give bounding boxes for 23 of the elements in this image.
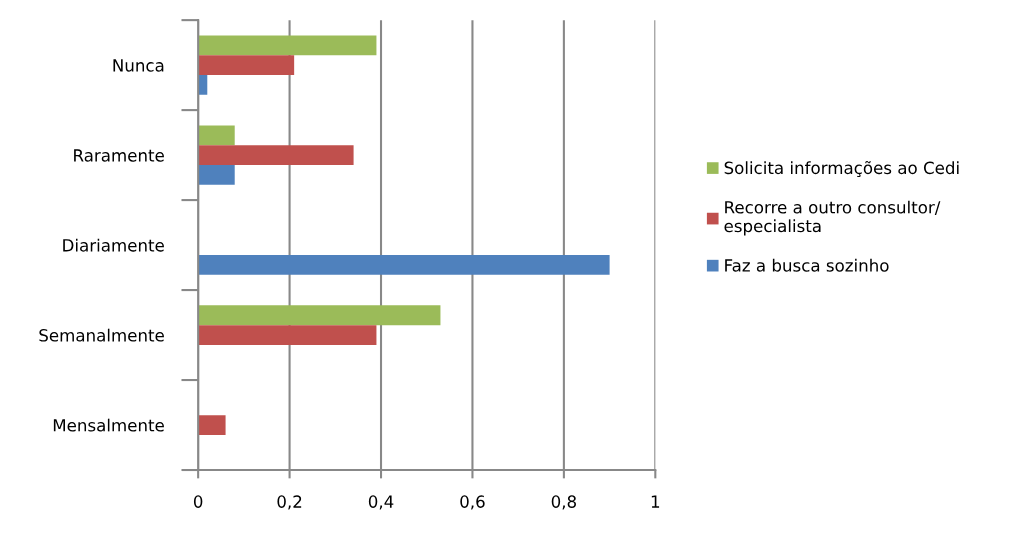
bar — [198, 125, 235, 146]
legend-label: Solicita informações ao Cedi — [724, 160, 959, 178]
bar — [198, 305, 441, 326]
x-tick-label: 0,8 — [551, 495, 576, 510]
bar — [198, 254, 610, 275]
bar — [198, 415, 226, 435]
bar — [198, 325, 377, 345]
x-tick-label: 0,2 — [277, 495, 302, 510]
bar — [198, 35, 377, 56]
y-tick-label: Semanalmente — [39, 328, 164, 342]
x-tick-label: 0,4 — [368, 495, 394, 510]
legend-label: Recorre a outro consultor/ especialista — [724, 200, 941, 236]
bar — [198, 164, 235, 185]
y-tick-label: Raramente — [74, 149, 164, 162]
y-tick-label: Diariamente — [63, 238, 164, 252]
x-tick-label: 0,6 — [460, 495, 485, 510]
legend-label: Faz a busca sozinho — [725, 258, 889, 272]
x-tick-label: 1 — [651, 495, 660, 508]
bar — [198, 145, 354, 165]
bar — [198, 55, 295, 76]
x-tick-label: 0 — [193, 495, 203, 508]
y-tick-label: Mensalmente — [53, 418, 164, 432]
y-tick-label: Nunca — [113, 59, 164, 72]
